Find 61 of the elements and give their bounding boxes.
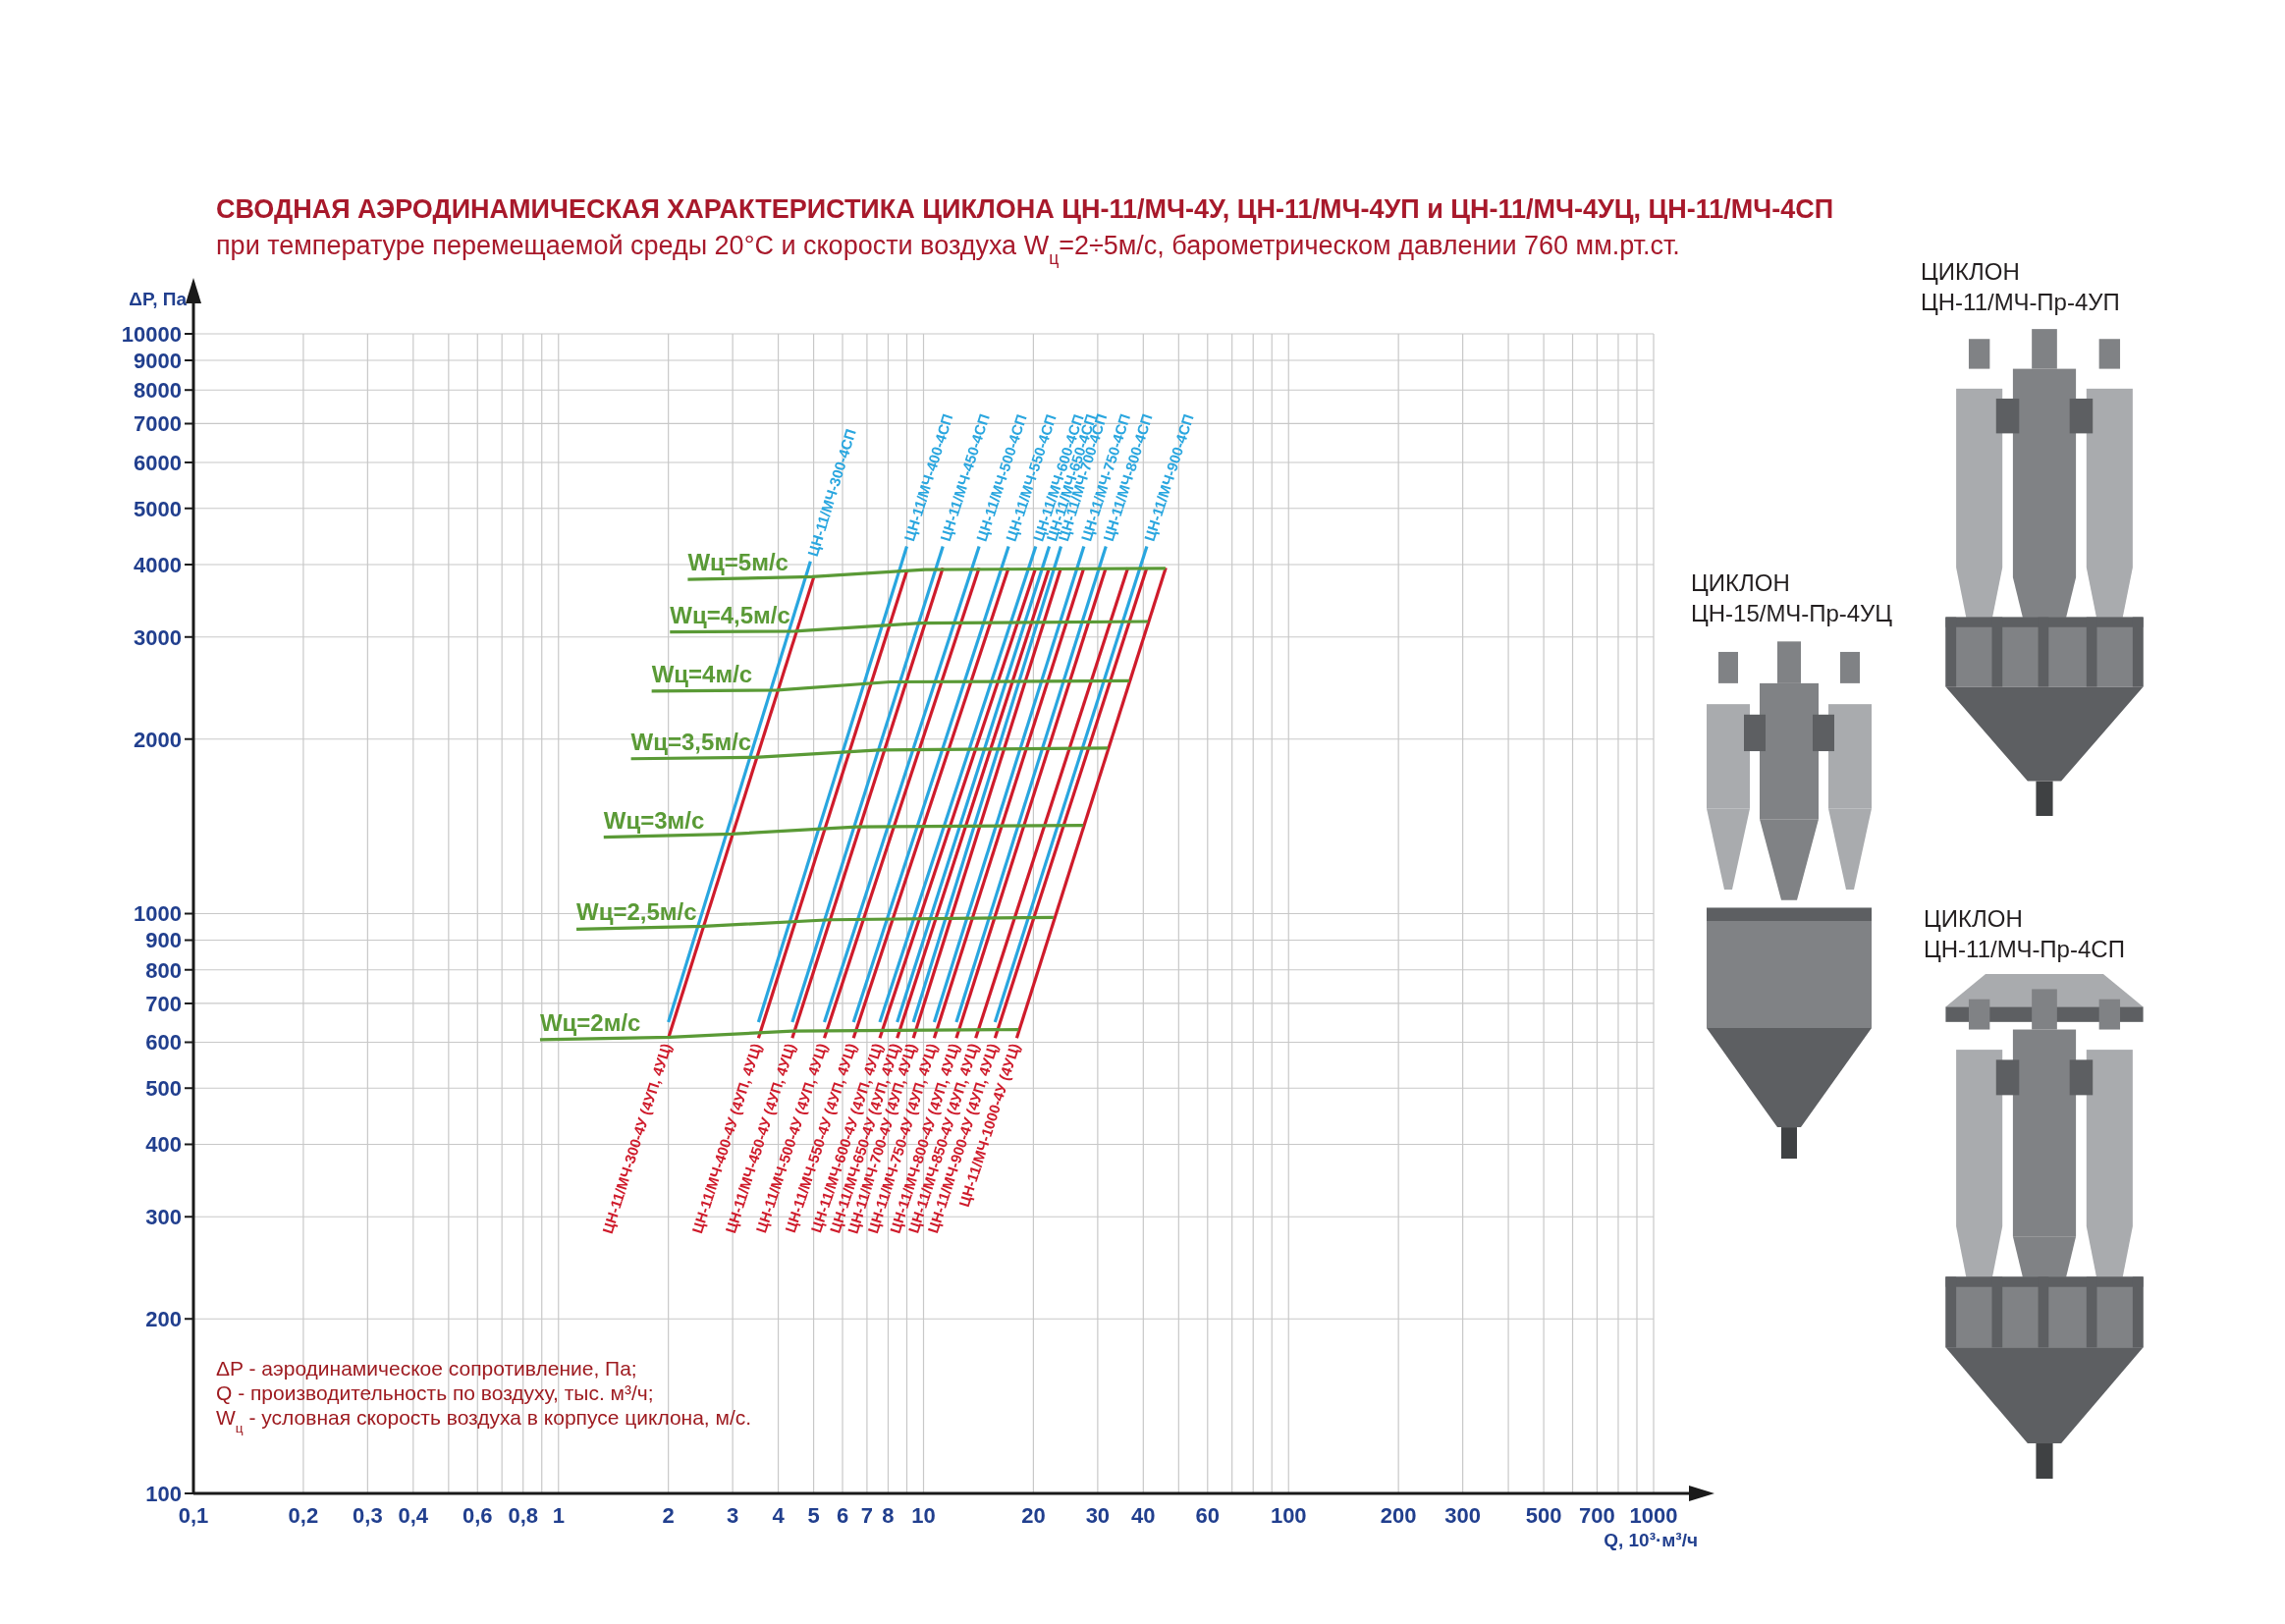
y-tick-label: 6000: [134, 450, 182, 475]
y-tick-label: 1000: [134, 901, 182, 927]
y-tick-label: 200: [145, 1307, 182, 1332]
text: ЦИКЛОН ЦН-15/МЧ-Пр-4УЦ: [1691, 569, 1893, 626]
y-tick-label: 4000: [134, 552, 182, 577]
x-tick-label: 0,4: [398, 1503, 429, 1528]
series-label: Wц=5м/с: [687, 549, 789, 576]
annotation: W$_{ц}$ - условная скорость воздуха в корпусе циклона, м/с.: [216, 1406, 752, 1435]
x-tick-label: 10: [911, 1503, 936, 1528]
chart-title: СВОДНАЯ АЭРОДИНАМИЧЕСКАЯ ХАРАКТЕРИСТИКА ЦИКЛОНА ЦН-11/МЧ-4У, ЦН-11/МЧ-4УП и ЦН-11/МЧ-4УЦ, ЦН-11/МЧ-4СП: [216, 194, 1834, 224]
y-tick-label: 5000: [134, 496, 182, 521]
x-tick-label: 700: [1579, 1503, 1615, 1528]
x-tick-label: 300: [1444, 1503, 1481, 1528]
x-tick-label: 4: [772, 1503, 786, 1528]
x-axis-title: Q, 10³·м³/ч: [1604, 1530, 1698, 1550]
y-tick-label: 900: [145, 928, 182, 953]
y-tick-label: 500: [145, 1076, 182, 1102]
x-tick-label: 3: [726, 1503, 739, 1528]
annotation: ΔP - аэродинамическое сопротивление, Па;: [216, 1357, 637, 1380]
x-tick-label: 1: [552, 1503, 565, 1528]
y-tick-label: 8000: [134, 378, 182, 404]
y-tick-label: 800: [145, 957, 182, 983]
y-tick-label: 600: [145, 1030, 182, 1056]
y-tick-label: 2000: [134, 727, 182, 752]
x-tick-label: 200: [1380, 1503, 1417, 1528]
y-axis-title: ΔP, Па: [129, 289, 188, 309]
y-tick-label: 7000: [134, 411, 182, 437]
x-tick-label: 7: [860, 1503, 874, 1528]
series-label: Wц=2,5м/с: [576, 898, 697, 926]
text: ЦИКЛОН ЦН-11/МЧ-Пр-4УП: [1921, 258, 2120, 315]
x-tick-label: 40: [1131, 1503, 1156, 1528]
x-tick-label: 500: [1525, 1503, 1562, 1528]
series-label: Wц=3м/с: [603, 806, 705, 834]
y-tick-label: 3000: [134, 624, 182, 650]
x-tick-label: 0,6: [462, 1503, 493, 1528]
series-label: Wц=3,5м/с: [630, 728, 752, 755]
x-tick-label: 20: [1021, 1503, 1046, 1528]
x-tick-label: 6: [836, 1503, 849, 1528]
x-tick-label: 2: [662, 1503, 675, 1528]
annotation: Q - производительность по воздуху, тыс. м³/ч;: [216, 1381, 654, 1404]
x-tick-label: 8: [882, 1503, 895, 1528]
y-tick-label: 400: [145, 1132, 182, 1158]
x-tick-label: 100: [1270, 1503, 1307, 1528]
y-tick-label: 700: [145, 991, 182, 1016]
series-label: Wц=2м/с: [539, 1008, 641, 1036]
x-tick-label: 0,2: [288, 1503, 319, 1528]
chart-subtitle: при температуре перемещаемой среды 20°С и скорости воздуха W$_{ц}$=2÷5м/с, барометрическом давлении 760 мм.рт.ст.: [216, 231, 1680, 268]
text: ЦИКЛОН ЦН-11/МЧ-Пр-4СП: [1924, 905, 2125, 962]
y-tick-label: 9000: [134, 348, 182, 373]
x-tick-label: 1000: [1629, 1503, 1678, 1528]
y-tick-label: 10000: [121, 321, 182, 347]
x-tick-label: 0,1: [178, 1503, 209, 1528]
x-tick-label: 60: [1195, 1503, 1221, 1528]
x-tick-label: 5: [807, 1503, 820, 1528]
series-label: Wц=4,5м/с: [670, 601, 790, 628]
series-label: Wц=4м/с: [651, 660, 753, 687]
x-tick-label: 0,3: [353, 1503, 383, 1528]
x-tick-label: 30: [1085, 1503, 1111, 1528]
y-tick-label: 100: [145, 1481, 182, 1506]
x-tick-label: 0,8: [508, 1503, 539, 1528]
y-tick-label: 300: [145, 1205, 182, 1230]
